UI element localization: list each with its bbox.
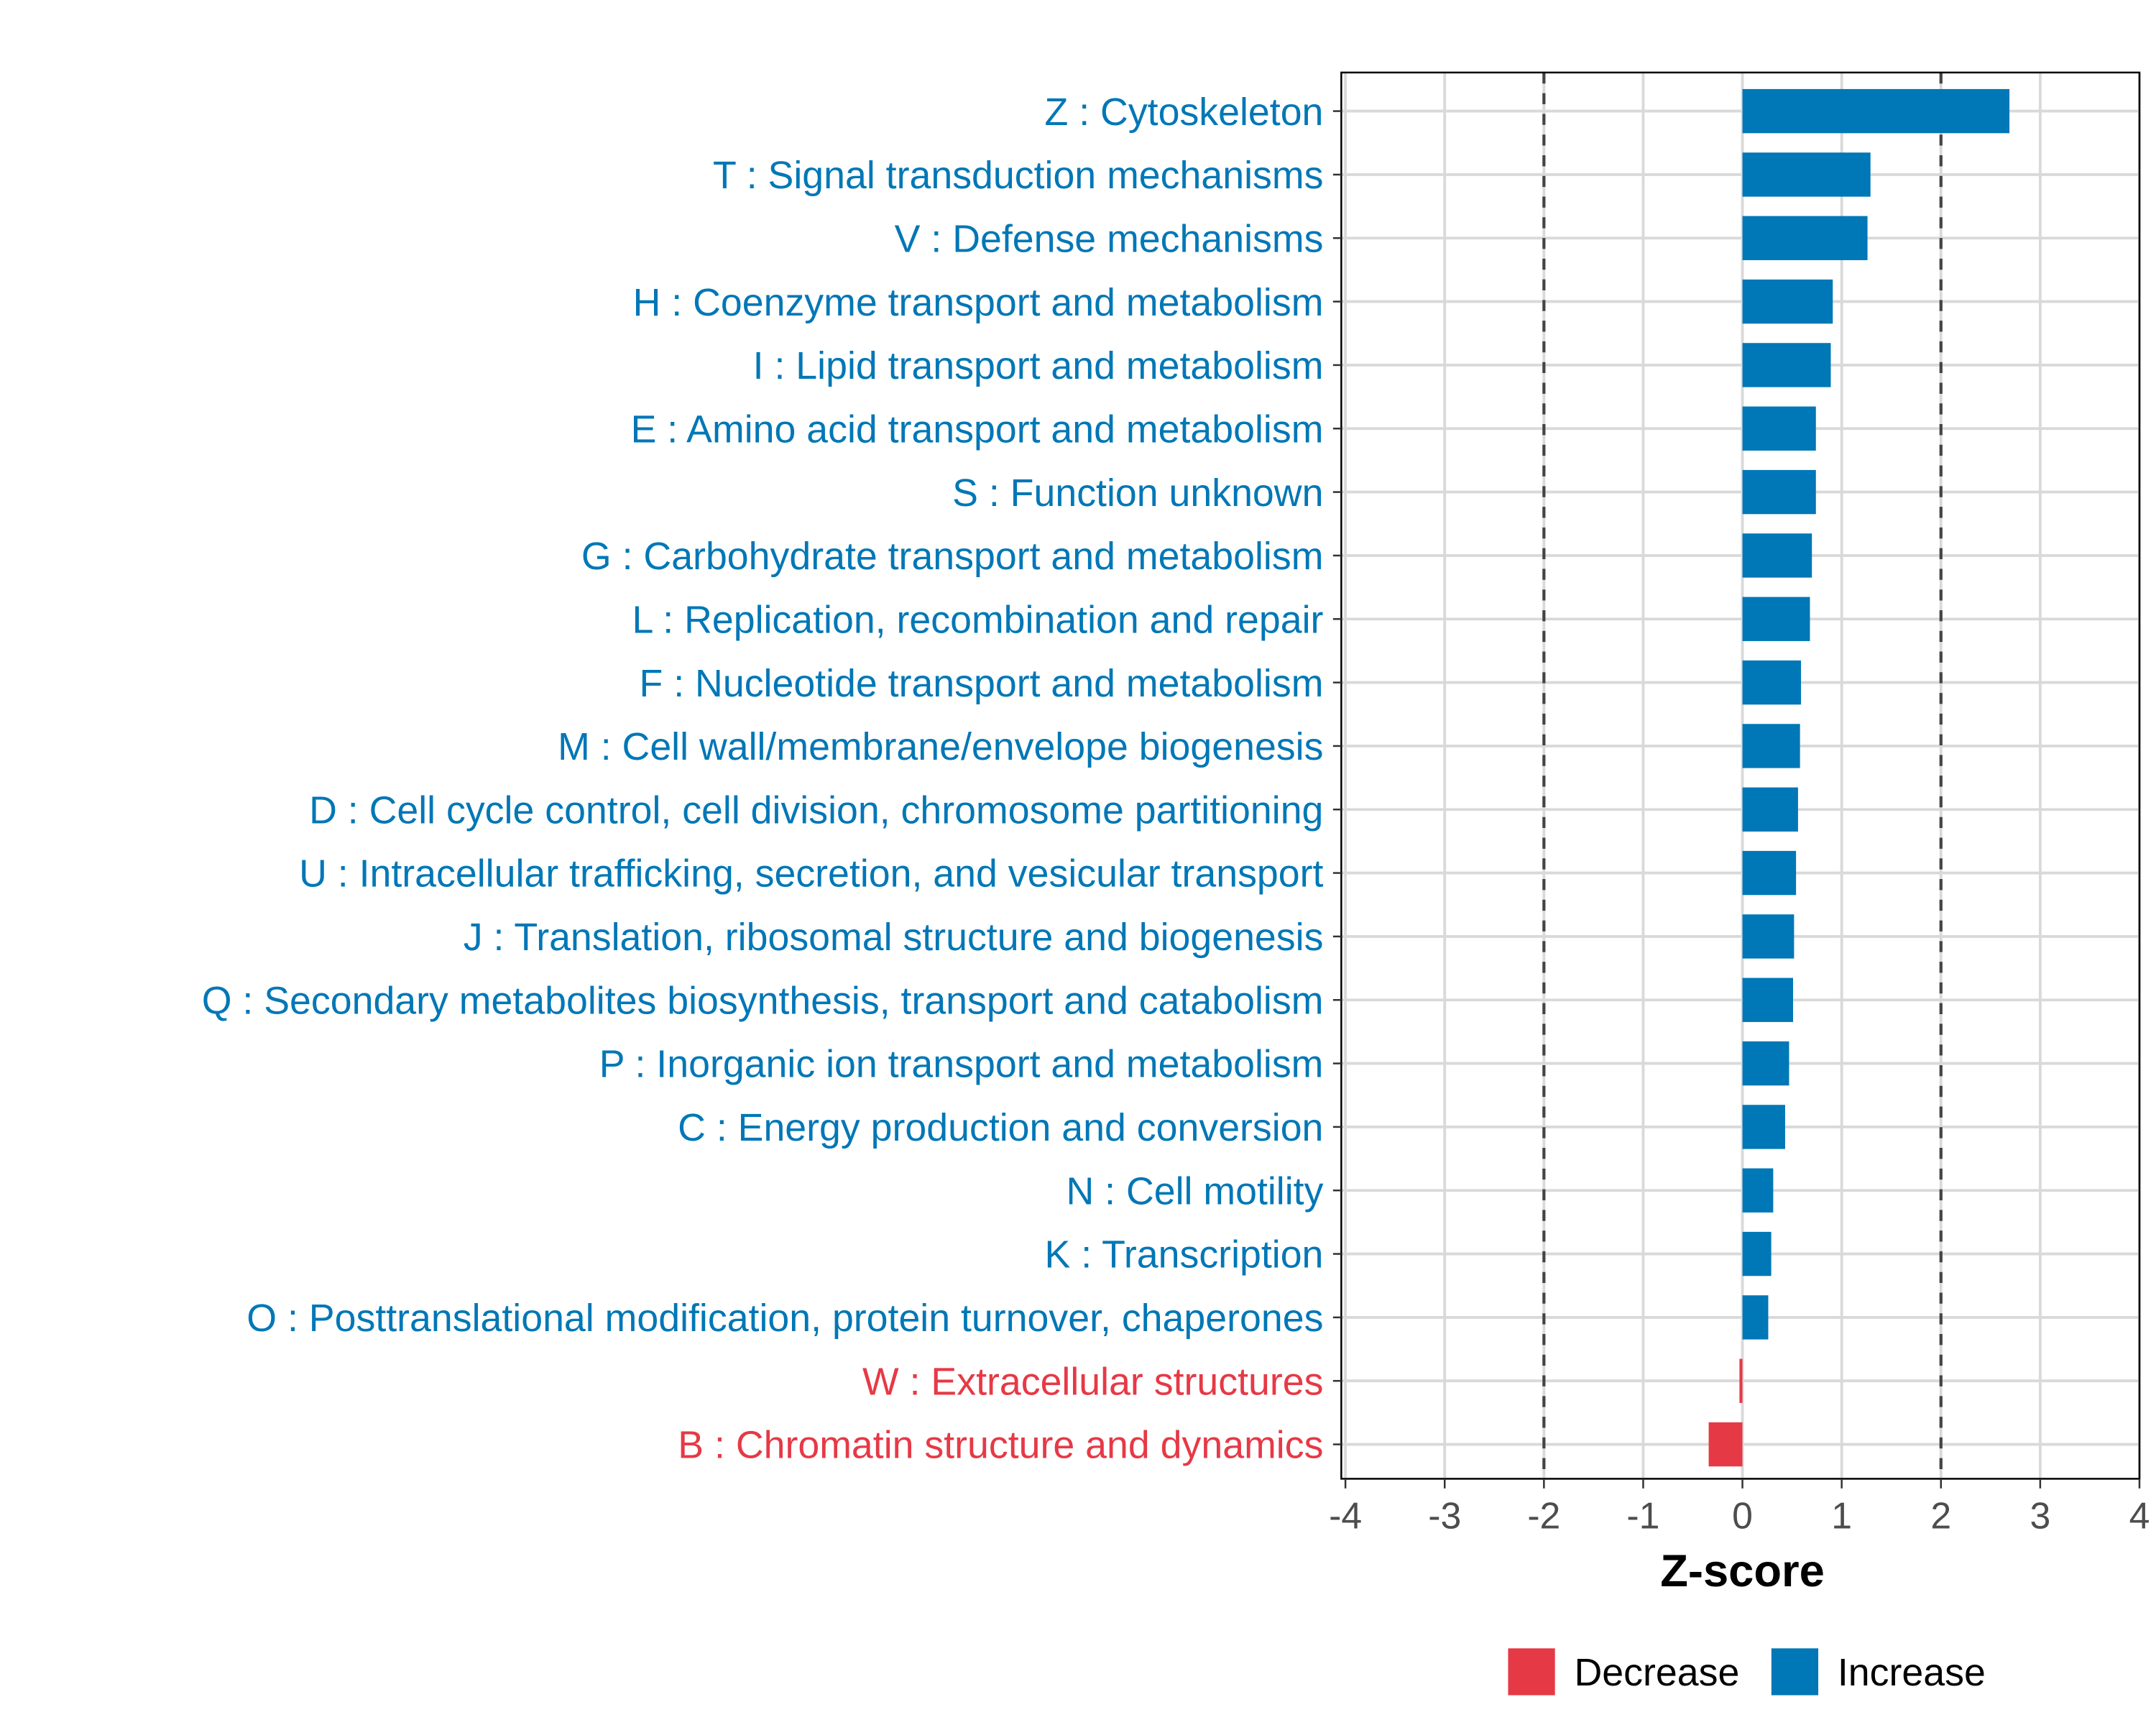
category-labels: Z : Cytoskeleton T : Signal transduction … bbox=[202, 91, 1342, 1467]
bar bbox=[1742, 152, 1871, 197]
bar bbox=[1742, 850, 1797, 896]
category-label: P : Inorganic ion transport and metaboli… bbox=[599, 1043, 1324, 1086]
category-label: B : Chromatin structure and dynamics bbox=[678, 1424, 1323, 1467]
x-tick-label: 4 bbox=[2129, 1494, 2150, 1536]
bar bbox=[1742, 216, 1868, 260]
bar bbox=[1742, 533, 1812, 578]
category-label: D : Cell cycle control, cell division, c… bbox=[309, 788, 1323, 832]
bar bbox=[1742, 1168, 1774, 1213]
category-label: U : Intracellular trafficking, secretion… bbox=[299, 852, 1323, 896]
legend-swatch-increase bbox=[1771, 1648, 1819, 1696]
x-tick-label: -1 bbox=[1626, 1494, 1659, 1536]
bar bbox=[1742, 469, 1816, 515]
category-label: N : Cell motility bbox=[1066, 1169, 1323, 1213]
x-tick-label: -2 bbox=[1527, 1494, 1560, 1536]
category-label: K : Transcription bbox=[1045, 1233, 1324, 1276]
bar bbox=[1742, 1295, 1769, 1340]
x-axis-title: Z-score bbox=[1660, 1546, 1825, 1596]
x-tick-label: 0 bbox=[1732, 1494, 1753, 1536]
bar bbox=[1742, 1105, 1785, 1149]
category-label: W : Extracellular structures bbox=[862, 1360, 1323, 1403]
category-label: V : Defense mechanisms bbox=[895, 217, 1324, 260]
bar bbox=[1742, 787, 1798, 832]
category-label: M : Cell wall/membrane/envelope biogenes… bbox=[558, 725, 1323, 768]
category-label: O : Posttranslational modification, prot… bbox=[247, 1297, 1323, 1340]
legend-swatch-decrease bbox=[1508, 1648, 1555, 1696]
bar bbox=[1742, 660, 1802, 705]
x-tick-label: 2 bbox=[1930, 1494, 1951, 1536]
bar bbox=[1742, 978, 1793, 1022]
bar bbox=[1742, 724, 1800, 768]
category-label: H : Coenzyme transport and metabolism bbox=[633, 281, 1324, 324]
x-tick-label: -4 bbox=[1329, 1494, 1362, 1536]
category-label: F : Nucleotide transport and metabolism bbox=[640, 662, 1324, 705]
bar bbox=[1708, 1422, 1743, 1467]
category-label: E : Amino acid transport and metabolism bbox=[631, 408, 1324, 451]
reference-lines bbox=[1542, 72, 1943, 1479]
category-label: L : Replication, recombination and repai… bbox=[632, 598, 1323, 641]
grid bbox=[1341, 72, 2141, 1479]
bar bbox=[1739, 1358, 1743, 1403]
legend: Decrease Increase bbox=[1508, 1648, 1986, 1696]
panel-border bbox=[1340, 71, 2141, 1480]
category-label: Z : Cytoskeleton bbox=[1045, 91, 1324, 134]
category-label: J : Translation, ribosomal structure and… bbox=[464, 916, 1324, 959]
x-tick-label: -3 bbox=[1428, 1494, 1461, 1536]
bar bbox=[1742, 406, 1816, 451]
category-label: G : Carbohydrate transport and metabolis… bbox=[581, 535, 1324, 578]
bar bbox=[1742, 597, 1810, 641]
category-label: S : Function unknown bbox=[952, 472, 1323, 515]
bar bbox=[1742, 1041, 1789, 1086]
x-tick-label: 1 bbox=[1831, 1494, 1852, 1536]
category-label: I : Lipid transport and metabolism bbox=[753, 344, 1324, 387]
legend-label-decrease: Decrease bbox=[1575, 1651, 1740, 1694]
category-label: Q : Secondary metabolites biosynthesis, … bbox=[202, 979, 1324, 1022]
bar bbox=[1742, 88, 2010, 134]
x-tick-label: 3 bbox=[2030, 1494, 2050, 1536]
bar bbox=[1742, 1231, 1772, 1276]
x-axis-ticks: -4 -3 -2 -1 0 1 2 3 4 bbox=[1329, 1478, 2150, 1536]
legend-label-increase: Increase bbox=[1838, 1651, 1986, 1694]
category-label: T : Signal transduction mechanisms bbox=[713, 154, 1323, 197]
bar bbox=[1742, 914, 1795, 959]
bar bbox=[1742, 343, 1831, 387]
bars bbox=[1708, 88, 2010, 1467]
category-label: C : Energy production and conversion bbox=[678, 1106, 1323, 1149]
bar bbox=[1742, 279, 1833, 324]
